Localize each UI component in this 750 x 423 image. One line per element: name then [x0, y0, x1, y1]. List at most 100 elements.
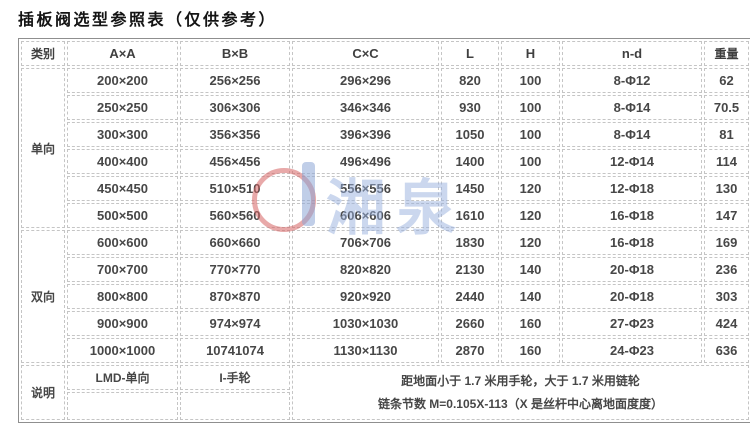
page-title: 插板阀选型参照表（仅供参考） [18, 12, 278, 29]
table-cell: 346×346 [292, 95, 439, 120]
table-cell: 974×974 [180, 311, 290, 336]
table-cell: 160 [501, 338, 560, 363]
table-cell: 660×660 [180, 230, 290, 255]
table-cell: 20-Φ18 [562, 284, 702, 309]
table-row: 双向 600×600 660×660 706×706 1830 120 16-Φ… [21, 230, 749, 363]
col-header-cxc: C×C [292, 41, 439, 66]
table-cell: 236 [704, 257, 749, 282]
table-cell: 1130×1130 [292, 338, 439, 363]
table-cell: 424 [704, 311, 749, 336]
col-header-category: 类别 [21, 41, 65, 66]
notes-row-a: 说明 LMD-单向 I-手轮 距地面小于 1.7 米用手轮，大于 1.7 米用链… [21, 365, 749, 420]
table-cell: 306×306 [180, 95, 290, 120]
note-line-1: 距地面小于 1.7 米用手轮，大于 1.7 米用链轮 [401, 373, 640, 388]
table-cell: 1030×1030 [292, 311, 439, 336]
table-cell: 706×706 [292, 230, 439, 255]
table-cell: 920×920 [292, 284, 439, 309]
note-line-2: 链条节数 M=0.105X-113（X 是丝杆中心离地面度度） [377, 396, 664, 411]
table-row: 500×500 560×560 606×606 1610 120 16-Φ18 … [21, 203, 749, 228]
table-cell: 510×510 [180, 176, 290, 201]
table-cell: 396×396 [292, 122, 439, 147]
table-cell: 81 [704, 122, 749, 147]
table-cell: 556×556 [292, 176, 439, 201]
table-cell: 606×606 [292, 203, 439, 228]
table-cell: 120 [501, 203, 560, 228]
table-cell: 2870 [441, 338, 499, 363]
notes-empty-cell [180, 392, 290, 420]
table-cell: 100 [501, 149, 560, 174]
table-cell: 169 [704, 230, 749, 255]
table-cell: 900×900 [67, 311, 178, 336]
table-cell: 10741074 [180, 338, 290, 363]
category-cell-twoway: 双向 [21, 230, 65, 363]
table-cell: 200×200 [67, 68, 178, 93]
table-cell: 600×600 [67, 230, 178, 255]
table-cell: 456×456 [180, 149, 290, 174]
table-cell: 120 [501, 176, 560, 201]
table-cell: 100 [501, 95, 560, 120]
table-cell: 820 [441, 68, 499, 93]
table-cell: 636 [704, 338, 749, 363]
table-cell: 27-Φ23 [562, 311, 702, 336]
table-cell: 450×450 [67, 176, 178, 201]
table-cell: 8-Φ14 [562, 95, 702, 120]
table-cell: 356×356 [180, 122, 290, 147]
notes-cell-handwheel: I-手轮 [180, 365, 290, 390]
table-cell: 1400 [441, 149, 499, 174]
col-header-axa: A×A [67, 41, 178, 66]
category-cell-notes: 说明 [21, 365, 65, 420]
table-cell: 870×870 [180, 284, 290, 309]
table-cell: 256×256 [180, 68, 290, 93]
table-cell: 8-Φ12 [562, 68, 702, 93]
table-cell: 300×300 [67, 122, 178, 147]
table-row: 300×300 356×356 396×396 1050 100 8-Φ14 8… [21, 122, 749, 147]
notes-cell-description: 距地面小于 1.7 米用手轮，大于 1.7 米用链轮 链条节数 M=0.105X… [292, 365, 749, 420]
col-header-nd: n-d [562, 41, 702, 66]
col-header-weight: 重量 [704, 41, 749, 66]
table-cell: 70.5 [704, 95, 749, 120]
category-cell-oneway: 单向 [21, 68, 65, 228]
table-row: 700×700 770×770 820×820 2130 140 20-Φ18 … [21, 257, 749, 282]
table-cell: 1000×1000 [67, 338, 178, 363]
table-cell: 500×500 [67, 203, 178, 228]
table-cell: 16-Φ18 [562, 230, 702, 255]
table-cell: 303 [704, 284, 749, 309]
table-cell: 16-Φ18 [562, 203, 702, 228]
table-cell: 130 [704, 176, 749, 201]
table-row: 400×400 456×456 496×496 1400 100 12-Φ14 … [21, 149, 749, 174]
table-cell: 250×250 [67, 95, 178, 120]
table-cell: 1050 [441, 122, 499, 147]
table-cell: 2440 [441, 284, 499, 309]
table-cell: 12-Φ18 [562, 176, 702, 201]
col-header-bxb: B×B [180, 41, 290, 66]
table-row: 250×250 306×306 346×346 930 100 8-Φ14 70… [21, 95, 749, 120]
table-cell: 1450 [441, 176, 499, 201]
table-cell: 160 [501, 311, 560, 336]
col-header-h: H [501, 41, 560, 66]
table-row: 800×800 870×870 920×920 2440 140 20-Φ18 … [21, 284, 749, 309]
table-cell: 20-Φ18 [562, 257, 702, 282]
table-row: 900×900 974×974 1030×1030 2660 160 27-Φ2… [21, 311, 749, 336]
valve-selection-table: 类别 A×A B×B C×C L H n-d 重量 单向 200×200 256… [18, 38, 750, 423]
table-cell: 140 [501, 257, 560, 282]
table-cell: 147 [704, 203, 749, 228]
table-cell: 700×700 [67, 257, 178, 282]
table-cell: 296×296 [292, 68, 439, 93]
notes-empty-cell [67, 392, 178, 420]
table-cell: 2660 [441, 311, 499, 336]
table-cell: 930 [441, 95, 499, 120]
table-cell: 1610 [441, 203, 499, 228]
table-row: 450×450 510×510 556×556 1450 120 12-Φ18 … [21, 176, 749, 201]
table-cell: 12-Φ14 [562, 149, 702, 174]
table-cell: 496×496 [292, 149, 439, 174]
table-cell: 114 [704, 149, 749, 174]
table-cell: 400×400 [67, 149, 178, 174]
table-row: 1000×1000 10741074 1130×1130 2870 160 24… [21, 338, 749, 363]
table-cell: 820×820 [292, 257, 439, 282]
table-cell: 140 [501, 284, 560, 309]
table-cell: 100 [501, 68, 560, 93]
table-cell: 24-Φ23 [562, 338, 702, 363]
table-cell: 100 [501, 122, 560, 147]
table-cell: 1830 [441, 230, 499, 255]
table-cell: 560×560 [180, 203, 290, 228]
